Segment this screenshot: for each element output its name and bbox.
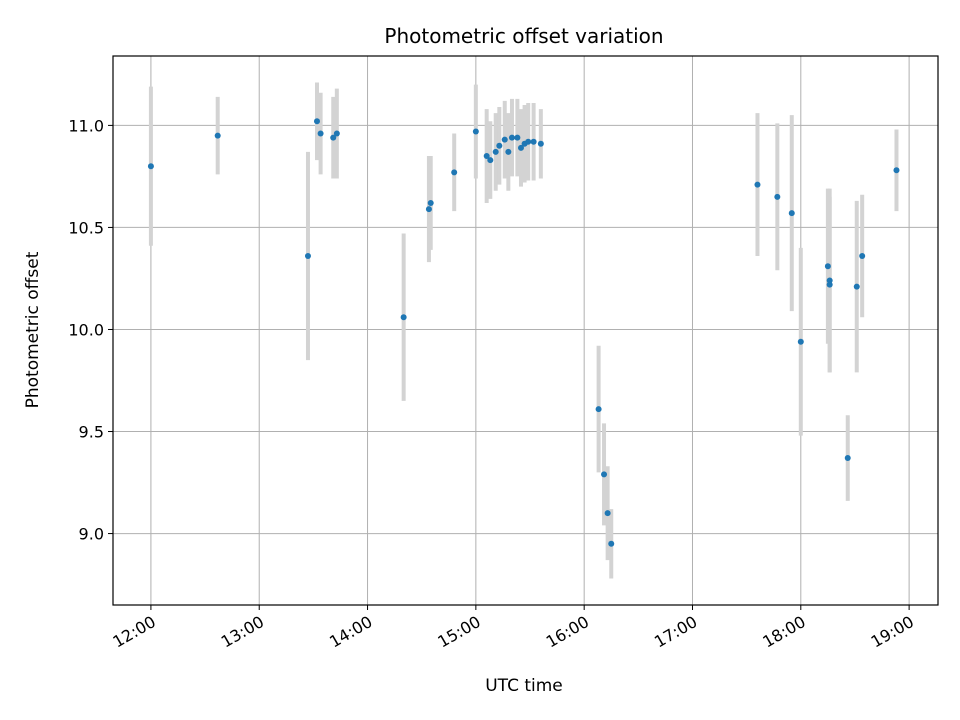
data-point <box>317 130 324 137</box>
data-point <box>147 163 154 170</box>
data-point <box>604 510 611 517</box>
x-axis-label: UTC time <box>485 676 563 696</box>
data-point <box>595 406 602 413</box>
data-point <box>530 138 537 145</box>
y-tick-label: 9.5 <box>79 423 104 442</box>
data-point <box>824 263 831 270</box>
data-point <box>517 144 524 151</box>
data-point <box>525 138 532 145</box>
data-point <box>483 153 490 160</box>
data-points <box>147 118 900 547</box>
data-point <box>214 132 221 139</box>
y-tick-label: 11.0 <box>68 116 104 135</box>
data-point <box>330 134 337 141</box>
data-point <box>313 118 320 125</box>
data-point <box>427 199 434 206</box>
data-point <box>788 210 795 217</box>
data-point <box>487 157 494 164</box>
y-tick-label: 10.0 <box>68 320 104 339</box>
plot-frame <box>112 55 939 606</box>
data-point <box>472 128 479 135</box>
data-point <box>797 338 804 345</box>
data-point <box>451 169 458 176</box>
y-tick-label: 9.0 <box>79 525 104 544</box>
data-point <box>304 253 311 260</box>
data-point <box>400 314 407 321</box>
data-point <box>601 471 608 478</box>
data-point <box>425 206 432 213</box>
data-point <box>826 281 833 288</box>
y-axis-ticks: 9.0 9.5 10.0 10.5 11.0 <box>68 116 113 544</box>
data-point <box>496 142 503 149</box>
data-point <box>893 167 900 174</box>
data-point <box>608 540 615 547</box>
data-point <box>514 134 521 141</box>
data-point <box>853 283 860 290</box>
chart-title: Photometric offset variation <box>384 24 663 48</box>
data-point <box>844 455 851 462</box>
data-point <box>508 134 515 141</box>
data-point <box>537 140 544 147</box>
y-axis-label: Photometric offset <box>23 251 43 408</box>
data-point <box>859 253 866 260</box>
data-point <box>501 136 508 143</box>
data-point <box>505 148 512 155</box>
data-point <box>774 193 781 200</box>
y-tick-label: 10.5 <box>68 218 104 237</box>
data-point <box>492 148 499 155</box>
data-point <box>754 181 761 188</box>
data-point <box>333 130 340 137</box>
